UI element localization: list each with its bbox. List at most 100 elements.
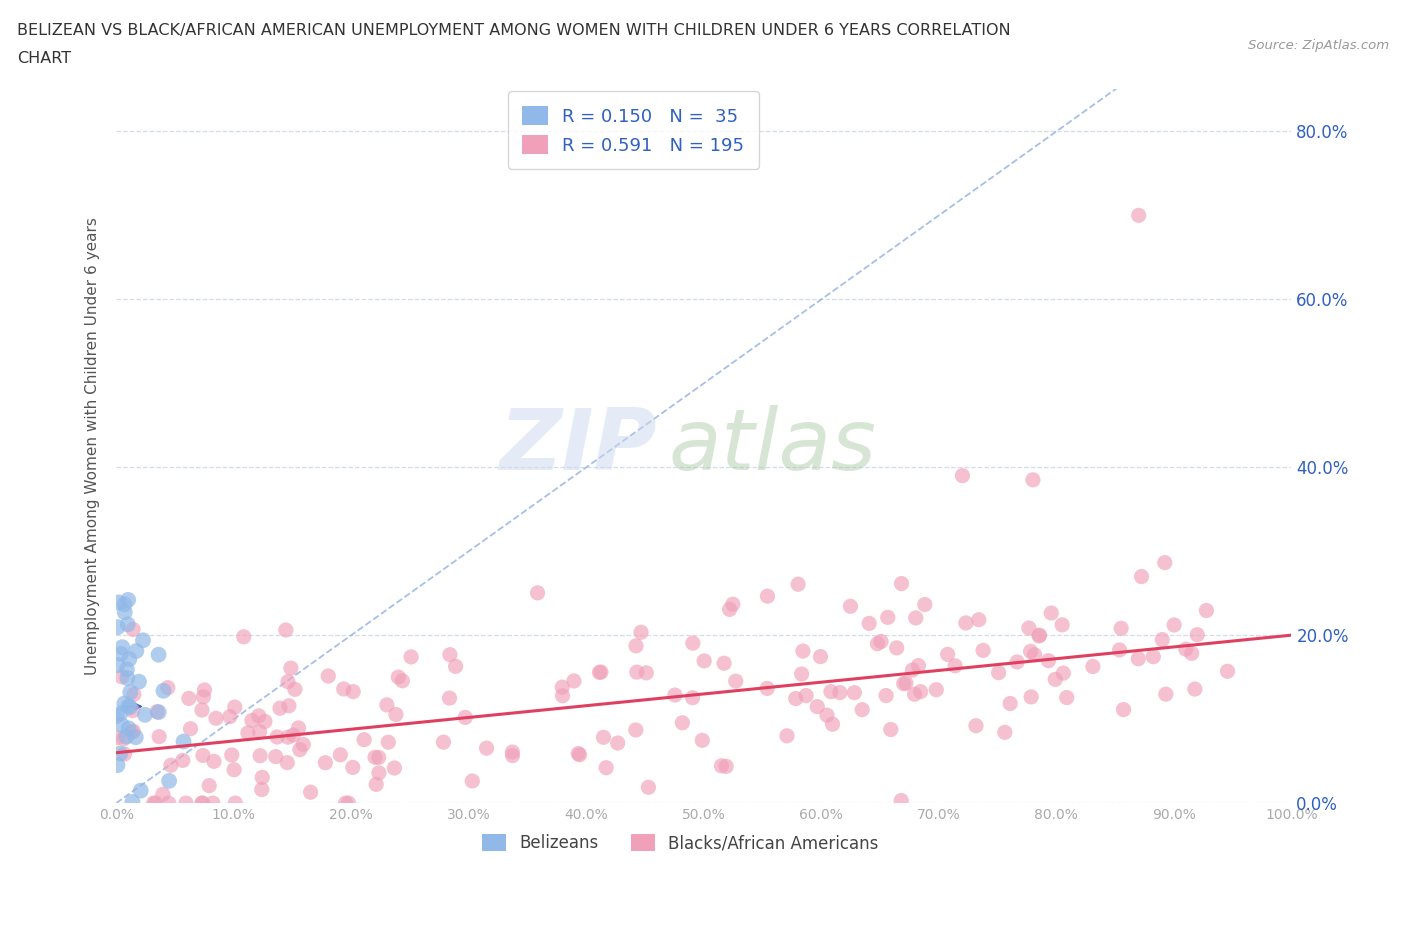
Point [122, 724, 145, 738]
Point [114, 597, 136, 612]
Point [118, 652, 141, 667]
Point [191, 796, 214, 811]
Point [903, 686, 925, 701]
Point [224, 699, 246, 714]
Point [152, 787, 174, 802]
Point [718, 602, 741, 617]
Point [191, 748, 214, 763]
Point [232, 630, 254, 644]
Point [866, 636, 889, 651]
Text: atlas: atlas [669, 405, 876, 487]
Point [125, 730, 148, 745]
Point [391, 673, 413, 688]
Point [335, 796, 357, 811]
Point [277, 674, 299, 689]
Point [117, 671, 139, 685]
Point [1050, 618, 1073, 632]
Point [713, 656, 735, 671]
Point [1181, 646, 1204, 661]
Point [337, 796, 360, 811]
Point [454, 710, 477, 724]
Point [624, 723, 647, 737]
Point [925, 683, 948, 698]
Point [606, 736, 628, 751]
Point [551, 680, 574, 695]
Point [810, 649, 832, 664]
Point [724, 673, 747, 688]
Point [972, 643, 994, 658]
Point [1112, 702, 1135, 717]
Point [1028, 629, 1050, 644]
Point [269, 701, 291, 716]
Point [117, 617, 139, 631]
Point [299, 785, 322, 800]
Point [152, 684, 174, 698]
Point [1028, 628, 1050, 643]
Point [501, 745, 523, 760]
Point [107, 730, 129, 745]
Point [820, 684, 842, 699]
Point [292, 737, 315, 752]
Point [314, 755, 336, 770]
Point [444, 659, 467, 674]
Point [377, 735, 399, 750]
Point [1152, 632, 1174, 647]
Point [714, 759, 737, 774]
Point [367, 750, 389, 764]
Point [332, 682, 354, 697]
Point [107, 758, 129, 773]
Point [551, 688, 574, 703]
Point [589, 665, 612, 680]
Text: ZIP: ZIP [499, 405, 657, 487]
Point [568, 748, 591, 763]
Point [236, 725, 259, 740]
Point [250, 782, 273, 797]
Point [1081, 659, 1104, 674]
Point [156, 680, 179, 695]
Point [630, 625, 652, 640]
Point [148, 647, 170, 662]
Point [1184, 682, 1206, 697]
Point [461, 774, 484, 789]
Point [936, 647, 959, 662]
Text: BELIZEAN VS BLACK/AFRICAN AMERICAN UNEMPLOYMENT AMONG WOMEN WITH CHILDREN UNDER : BELIZEAN VS BLACK/AFRICAN AMERICAN UNEMP… [17, 23, 1011, 38]
Point [828, 685, 851, 700]
Point [439, 647, 461, 662]
Point [950, 468, 973, 483]
Point [858, 616, 880, 631]
Point [1019, 644, 1042, 658]
Point [172, 753, 194, 768]
Point [114, 747, 136, 762]
Point [364, 750, 387, 764]
Point [682, 636, 704, 651]
Point [125, 644, 148, 658]
Point [110, 706, 132, 721]
Point [112, 731, 135, 746]
Point [890, 576, 912, 591]
Point [893, 676, 915, 691]
Point [221, 748, 243, 763]
Point [114, 604, 136, 619]
Point [387, 670, 409, 684]
Point [1153, 555, 1175, 570]
Point [384, 761, 406, 776]
Point [876, 610, 898, 625]
Point [967, 612, 990, 627]
Point [148, 705, 170, 720]
Point [1108, 643, 1130, 658]
Point [875, 688, 897, 703]
Point [890, 793, 912, 808]
Point [134, 708, 156, 723]
Point [792, 644, 814, 658]
Point [366, 777, 388, 791]
Point [129, 783, 152, 798]
Point [274, 622, 297, 637]
Text: Source: ZipAtlas.com: Source: ZipAtlas.com [1249, 39, 1389, 52]
Point [283, 727, 305, 742]
Point [122, 622, 145, 637]
Point [219, 709, 242, 724]
Point [1154, 686, 1177, 701]
Point [1109, 621, 1132, 636]
Point [115, 729, 138, 744]
Point [1040, 605, 1063, 620]
